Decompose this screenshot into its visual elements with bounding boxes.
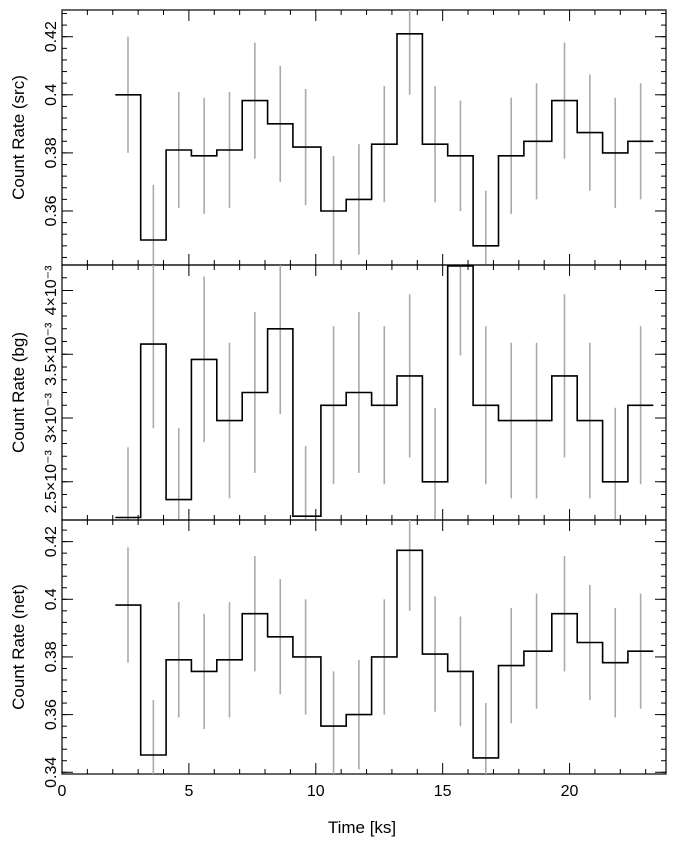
y-tick-label: 0.42 bbox=[43, 526, 60, 557]
y-tick-label: 2.5×10⁻³ bbox=[43, 450, 60, 514]
step-line bbox=[115, 33, 654, 247]
y-tick-label: 0.36 bbox=[43, 195, 60, 226]
y-axis-label: Count Rate (bg) bbox=[9, 332, 28, 453]
x-axis-label: Time [ks] bbox=[328, 818, 396, 837]
y-tick-label: 0.4 bbox=[43, 84, 60, 106]
y-tick-label: 4×10⁻³ bbox=[43, 265, 60, 315]
y-axis-label: Count Rate (src) bbox=[9, 75, 28, 200]
x-tick-label: 20 bbox=[561, 783, 579, 800]
x-tick-label: 0 bbox=[58, 783, 67, 800]
y-tick-label: 0.42 bbox=[43, 21, 60, 52]
panel-1: 0.36 0.38 0.4 0.42 Count Rate (src) bbox=[9, 9, 667, 266]
step-line bbox=[115, 265, 654, 519]
panel-2: 2.5×10⁻³ 3×10⁻³ 3.5×10⁻³ 4×10⁻³ Count Rate (… bbox=[9, 264, 667, 521]
x-tick-label: 15 bbox=[434, 783, 452, 800]
y-tick-label: 3.5×10⁻³ bbox=[43, 322, 60, 386]
x-tick-label: 10 bbox=[307, 783, 325, 800]
step-line bbox=[115, 549, 654, 759]
panel-frame bbox=[61, 519, 667, 775]
y-tick-label: 0.34 bbox=[43, 757, 60, 788]
panels-layer: 0.36 0.38 0.4 0.42 Count Rate (src) 2.5×10⁻³ 3… bbox=[9, 9, 667, 788]
x-tick-label: 5 bbox=[184, 783, 193, 800]
y-tick-label: 0.38 bbox=[43, 137, 60, 168]
y-tick-label: 0.38 bbox=[43, 641, 60, 672]
x-axis: 0 5 10 15 20 bbox=[58, 783, 579, 800]
y-tick-label: 0.4 bbox=[43, 588, 60, 610]
y-tick-label: 0.36 bbox=[43, 699, 60, 730]
y-axis-label: Count Rate (net) bbox=[9, 584, 28, 710]
panel-3: 0.34 0.36 0.38 0.4 0.42 Count Rate (net) bbox=[9, 519, 667, 788]
y-tick-label: 3×10⁻³ bbox=[43, 392, 60, 442]
